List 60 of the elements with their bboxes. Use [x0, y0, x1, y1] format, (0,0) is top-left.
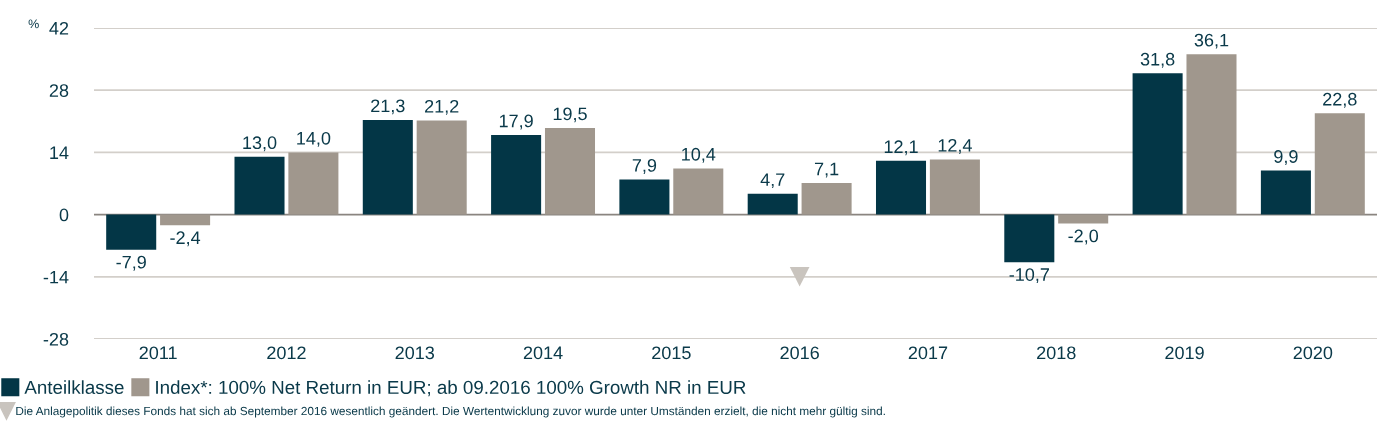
- legend-label: Anteilklasse: [24, 380, 124, 395]
- x-tick-label: 2015: [652, 346, 691, 360]
- y-axis-title: %: [28, 19, 39, 29]
- data-label: 21,3: [371, 99, 405, 115]
- data-label: 31,8: [1140, 52, 1175, 68]
- data-label: 14,0: [297, 131, 331, 147]
- bar: [416, 120, 467, 215]
- data-label: -7,9: [116, 255, 146, 271]
- bar: [1186, 54, 1237, 215]
- legend-label: Index*: 100% Net Return in EUR; ab 09.2016 100% Growth NR in EUR: [156, 380, 746, 397]
- x-tick-label: 2011: [139, 346, 177, 360]
- bar: [1058, 214, 1109, 224]
- bar: [801, 183, 852, 215]
- x-tick-label: 2012: [267, 346, 306, 360]
- bar: [288, 152, 339, 215]
- bar: [1132, 73, 1183, 215]
- data-label: 13,0: [243, 136, 277, 152]
- y-tick-label: 42: [49, 21, 69, 35]
- x-tick-label: 2018: [1037, 346, 1076, 360]
- bar: [673, 168, 724, 215]
- y-tick-label: -28: [43, 332, 69, 346]
- x-tick-label: 2020: [1293, 346, 1333, 360]
- y-tick-label: 28: [49, 84, 69, 97]
- data-label: 12,1: [884, 140, 918, 156]
- bar: [1004, 214, 1055, 263]
- bar: [1314, 113, 1365, 215]
- data-label: 12,4: [938, 138, 972, 154]
- data-label: 22,8: [1323, 92, 1357, 108]
- bar: [491, 135, 542, 215]
- data-label: 4,7: [760, 173, 785, 189]
- bar: [234, 156, 285, 215]
- data-label: 7,1: [814, 162, 839, 178]
- y-tick-label: 0: [59, 208, 69, 222]
- data-label: -10,7: [1009, 268, 1049, 284]
- data-label: 36,1: [1194, 33, 1229, 49]
- bar: [929, 159, 980, 215]
- bar: [875, 160, 927, 215]
- bar: [619, 179, 670, 215]
- bar: [362, 119, 413, 215]
- bar: [747, 193, 798, 215]
- data-label: 10,4: [682, 147, 716, 163]
- legend-label: Die Anlagepolitik dieses Fonds hat sich ab September 2016 wesentlich geändert. Die Wertentwicklung zuvor wurde unter Umständen erzielt, die nicht mehr gültig sind.: [16, 406, 885, 418]
- data-label: 17,9: [499, 114, 533, 130]
- x-tick-label: 2014: [523, 346, 563, 360]
- bar: [1260, 170, 1311, 215]
- data-label: -2,4: [170, 231, 201, 247]
- x-tick-label: 2017: [908, 346, 948, 360]
- y-tick-label: -14: [43, 270, 69, 284]
- y-tick-label: 14: [50, 146, 69, 159]
- x-tick-label: 2016: [780, 346, 819, 360]
- data-label: 21,2: [425, 99, 459, 115]
- data-label: 9,9: [1274, 150, 1298, 166]
- bar: [544, 127, 596, 215]
- bar: [160, 214, 211, 226]
- data-label: 7,9: [632, 158, 657, 174]
- x-tick-label: 2013: [395, 346, 435, 360]
- data-label: 19,5: [553, 107, 587, 123]
- x-tick-label: 2019: [1165, 346, 1204, 360]
- bar: [106, 214, 157, 250]
- data-label: -2,0: [1068, 229, 1099, 245]
